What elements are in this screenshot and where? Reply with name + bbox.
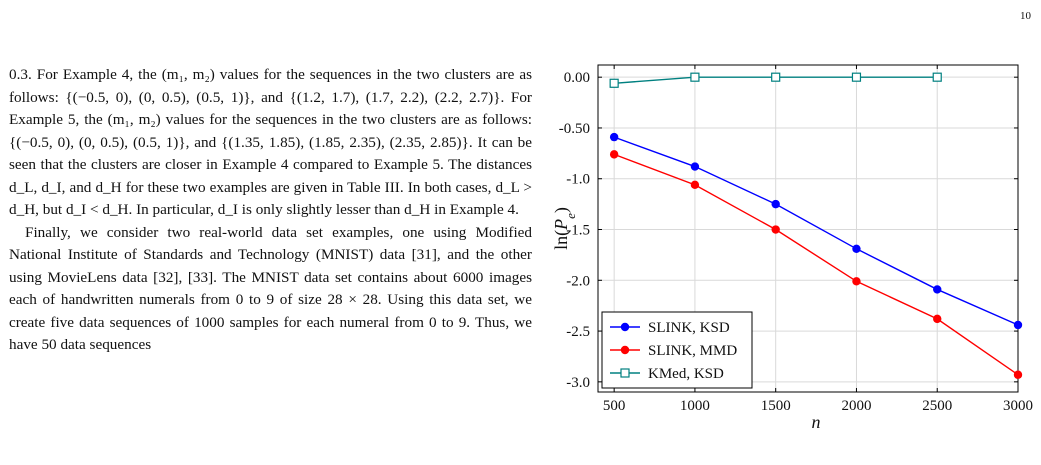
paragraph-2: Finally, we consider two real-world data… xyxy=(9,223,532,354)
legend-item: SLINK, KSD xyxy=(610,320,730,336)
plot-frame xyxy=(597,64,1019,393)
data-point xyxy=(609,78,619,88)
x-tick-label: 500 xyxy=(603,398,626,414)
data-point xyxy=(771,72,781,82)
data-point xyxy=(690,162,700,171)
data-point xyxy=(690,72,700,82)
data-point xyxy=(1013,370,1023,379)
x-tick-label: 1500 xyxy=(761,398,791,414)
series-kmed-ksd xyxy=(609,72,942,88)
series-slink-mmd xyxy=(609,150,1023,379)
y-tick-label: -2.5 xyxy=(566,324,590,340)
data-point xyxy=(771,225,780,234)
x-tick-label: 3000 xyxy=(1003,398,1033,414)
data-point xyxy=(933,285,942,294)
y-tick-label: -0.50 xyxy=(559,121,590,137)
page-number: 10 xyxy=(1020,10,1031,22)
figure: 500 1000 1500 2000 2500 3000 0.00 -0.50 -1.0 -1.5… xyxy=(545,50,1035,460)
data-point xyxy=(852,244,861,254)
axis-ticks: 500 1000 1500 2000 2500 3000 0.00 -0.50 -1.0 -1.5… xyxy=(559,65,1033,414)
paragraph-1: 0.3. For Example 4, the (m₁, m₂) values … xyxy=(9,66,532,218)
legend: SLINK, KSD SLINK, MMD KMed, KSD xyxy=(601,311,753,389)
y-tick-label: -1.5 xyxy=(566,223,590,239)
data-point xyxy=(620,322,630,332)
series-line xyxy=(613,153,1019,376)
x-axis-label: n xyxy=(812,412,821,432)
y-tick-label: -1.0 xyxy=(566,172,590,188)
series-line xyxy=(613,136,1019,326)
legend-label: KMed, KSD xyxy=(648,366,724,382)
data-point xyxy=(609,150,619,159)
legend-label: SLINK, KSD xyxy=(648,320,730,336)
series-slink-ksd xyxy=(609,132,1023,330)
y-tick-label: -3.0 xyxy=(566,375,590,391)
text-column: 0.3. For Example 4, the (m₁, m₂) values … xyxy=(9,64,532,357)
line-chart: 500 1000 1500 2000 2500 3000 0.00 -0.50 -1.0 -1.5… xyxy=(551,64,1033,432)
y-axis-label: ln(Pe) xyxy=(551,207,578,250)
x-tick-label: 2000 xyxy=(841,398,871,414)
series-group xyxy=(609,72,1023,379)
x-tick-label: 2500 xyxy=(922,398,952,414)
data-point xyxy=(932,72,942,82)
data-point xyxy=(620,368,630,378)
data-point xyxy=(771,199,780,209)
data-point xyxy=(1013,320,1023,330)
y-tick-label: -2.0 xyxy=(566,273,590,289)
legend-item: SLINK, MMD xyxy=(610,343,737,359)
data-point xyxy=(609,132,619,142)
data-point xyxy=(852,277,861,286)
legend-label: SLINK, MMD xyxy=(648,343,737,359)
data-point xyxy=(851,72,862,82)
data-point xyxy=(620,345,630,355)
data-point xyxy=(933,314,942,324)
x-tick-label: 1000 xyxy=(680,398,710,414)
legend-item: KMed, KSD xyxy=(610,366,724,382)
data-point xyxy=(690,180,700,190)
y-tick-label: 0.00 xyxy=(564,70,590,86)
